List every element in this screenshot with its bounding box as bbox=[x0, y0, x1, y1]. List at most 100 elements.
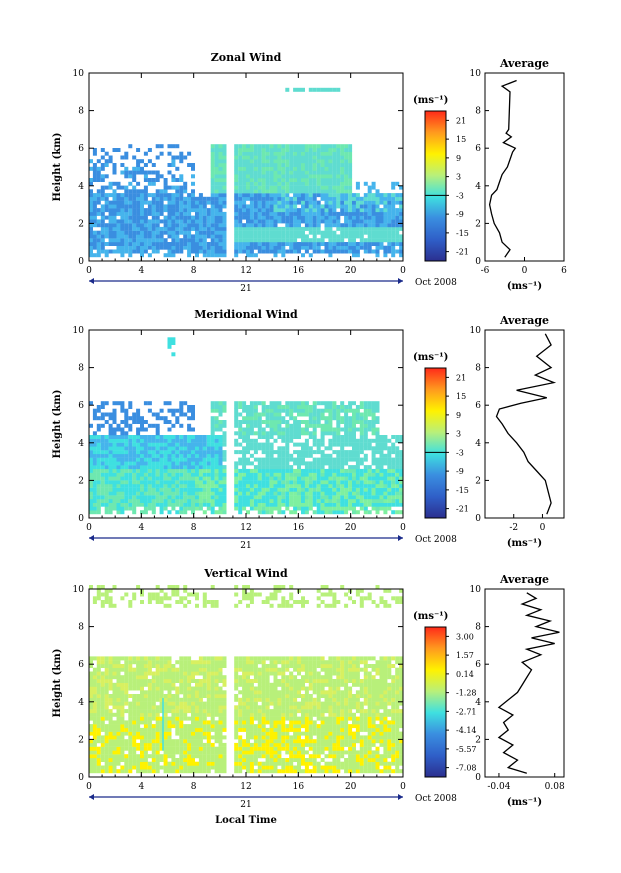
heatmap-cell bbox=[112, 166, 117, 171]
heatmap-cell bbox=[249, 245, 254, 250]
heatmap-cell bbox=[175, 468, 180, 473]
heatmap-cell bbox=[249, 472, 254, 477]
heatmap-cell bbox=[151, 765, 156, 770]
heatmap-cell bbox=[297, 491, 301, 496]
heatmap-cell bbox=[167, 223, 172, 228]
heatmap-cell bbox=[234, 487, 239, 492]
heatmap-cell bbox=[187, 701, 192, 706]
heatmap-cell bbox=[187, 697, 192, 702]
heatmap-cell bbox=[320, 196, 325, 201]
heatmap-cell bbox=[399, 219, 404, 224]
heatmap-cell bbox=[297, 401, 301, 406]
heatmap-cell bbox=[348, 193, 353, 198]
heatmap-cell bbox=[265, 472, 270, 477]
heatmap-cell bbox=[320, 499, 325, 503]
heatmap-cell bbox=[214, 189, 219, 194]
heatmap-cell bbox=[214, 675, 219, 680]
heatmap-cell bbox=[191, 495, 195, 500]
heatmap-cell bbox=[257, 159, 262, 164]
heatmap-cell bbox=[308, 193, 313, 198]
heatmap-cell bbox=[293, 185, 298, 190]
heatmap-cell bbox=[140, 446, 144, 451]
heatmap-cell bbox=[96, 765, 101, 770]
heatmap-cell bbox=[159, 438, 164, 443]
heatmap-cell bbox=[214, 215, 219, 220]
heatmap-cell bbox=[222, 185, 227, 190]
heatmap-cell bbox=[175, 742, 180, 747]
heatmap-cell bbox=[116, 758, 121, 762]
heatmap-cell bbox=[391, 442, 396, 447]
heatmap-cell bbox=[352, 215, 356, 220]
heatmap-cell bbox=[253, 468, 258, 473]
heatmap-cell bbox=[340, 178, 345, 182]
heatmap-cell bbox=[218, 457, 223, 462]
heatmap-cell bbox=[159, 480, 164, 485]
heatmap-cell bbox=[195, 746, 199, 751]
heatmap-cell bbox=[257, 502, 262, 507]
heatmap-cell bbox=[124, 487, 129, 492]
heatmap-cell bbox=[147, 592, 152, 597]
heatmap-cell bbox=[92, 219, 97, 224]
heatmap-cell bbox=[336, 196, 341, 201]
heatmap-cell bbox=[124, 592, 129, 597]
x-tick-label: 4 bbox=[138, 266, 144, 276]
heatmap-cell bbox=[395, 499, 400, 503]
heatmap-cell bbox=[312, 189, 317, 194]
heatmap-cell bbox=[242, 405, 247, 409]
heatmap-cell bbox=[348, 468, 353, 473]
heatmap-cell bbox=[132, 189, 137, 194]
heatmap-cell bbox=[367, 446, 372, 451]
heatmap-cell bbox=[171, 746, 176, 751]
heatmap-cell bbox=[96, 679, 101, 683]
heatmap-cell bbox=[246, 223, 250, 228]
heatmap-cell bbox=[246, 238, 250, 243]
heatmap-cell bbox=[124, 701, 129, 706]
heatmap-cell bbox=[147, 724, 152, 729]
heatmap-cell bbox=[261, 442, 266, 447]
heatmap-cell bbox=[371, 219, 376, 224]
heatmap-cell bbox=[301, 204, 305, 209]
heatmap-cell bbox=[136, 483, 141, 488]
heatmap-cell bbox=[395, 495, 400, 500]
heatmap-cell bbox=[89, 690, 93, 695]
heatmap-cell bbox=[151, 450, 156, 455]
heatmap-cell bbox=[367, 465, 372, 470]
heatmap-cell bbox=[249, 401, 254, 406]
heatmap-cell bbox=[265, 151, 270, 156]
heatmap-cell bbox=[89, 215, 93, 220]
heatmap-cell bbox=[112, 727, 117, 732]
heatmap-cell bbox=[132, 694, 137, 698]
heatmap-cell bbox=[159, 716, 164, 721]
heatmap-cell bbox=[202, 724, 207, 729]
heatmap-cell bbox=[116, 234, 121, 239]
heatmap-cell bbox=[112, 215, 117, 220]
heatmap-cell bbox=[293, 189, 298, 194]
heatmap-cell bbox=[269, 420, 274, 424]
heatmap-cell bbox=[277, 181, 282, 186]
heatmap-cell bbox=[183, 435, 188, 439]
heatmap-cell bbox=[159, 472, 164, 477]
heatmap-cell bbox=[155, 189, 160, 194]
heatmap-cell bbox=[328, 226, 333, 231]
heatmap-cell bbox=[100, 174, 105, 179]
heatmap-cell bbox=[155, 465, 160, 470]
heatmap-cell bbox=[363, 408, 368, 413]
heatmap-cell bbox=[116, 671, 121, 676]
heatmap-cell bbox=[96, 690, 101, 695]
heatmap-cell bbox=[242, 450, 247, 455]
heatmap-cell bbox=[210, 450, 215, 455]
heatmap-cell bbox=[151, 480, 156, 485]
heatmap-cell bbox=[391, 242, 396, 246]
heatmap-cell bbox=[293, 242, 298, 246]
heatmap-cell bbox=[304, 223, 309, 228]
heatmap-cell bbox=[222, 483, 227, 488]
heatmap-cell bbox=[112, 238, 117, 243]
heatmap-cell bbox=[257, 242, 262, 246]
heatmap-cell bbox=[395, 461, 400, 466]
heatmap-cell bbox=[246, 181, 250, 186]
heatmap-cell bbox=[179, 491, 184, 496]
heatmap-cell bbox=[104, 249, 109, 254]
heatmap-cell bbox=[238, 468, 243, 473]
heatmap-cell bbox=[128, 208, 133, 213]
heatmap-cell bbox=[175, 510, 180, 515]
